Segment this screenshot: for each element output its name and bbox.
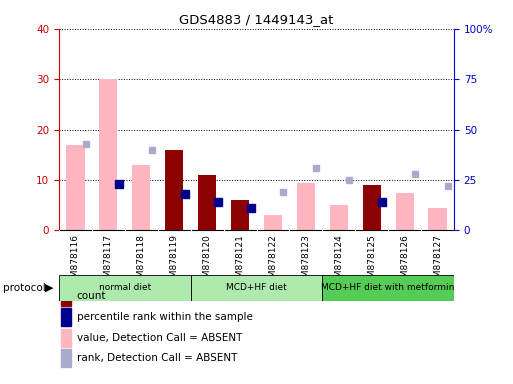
Text: rank, Detection Call = ABSENT: rank, Detection Call = ABSENT — [77, 353, 237, 363]
Bar — [61, 329, 71, 347]
Text: GSM878120: GSM878120 — [203, 234, 212, 289]
Bar — [198, 175, 216, 230]
Bar — [100, 79, 117, 230]
Text: GSM878126: GSM878126 — [400, 234, 409, 289]
Bar — [165, 150, 183, 230]
Text: GSM878117: GSM878117 — [104, 234, 113, 289]
Text: GSM878119: GSM878119 — [170, 234, 179, 289]
Text: protocol: protocol — [3, 283, 45, 293]
Text: GSM878127: GSM878127 — [433, 234, 442, 289]
Text: MCD+HF diet with metformin: MCD+HF diet with metformin — [322, 283, 455, 293]
Text: GSM878123: GSM878123 — [301, 234, 310, 289]
Bar — [363, 185, 381, 230]
Text: percentile rank within the sample: percentile rank within the sample — [77, 312, 252, 322]
Bar — [330, 205, 348, 230]
Text: value, Detection Call = ABSENT: value, Detection Call = ABSENT — [77, 333, 242, 343]
Text: GSM878121: GSM878121 — [235, 234, 245, 289]
Text: GSM878125: GSM878125 — [367, 234, 376, 289]
Bar — [264, 215, 282, 230]
Text: GSM878124: GSM878124 — [334, 234, 343, 289]
Text: count: count — [77, 291, 106, 301]
Text: ▶: ▶ — [45, 283, 54, 293]
Bar — [428, 208, 447, 230]
Text: GSM878118: GSM878118 — [137, 234, 146, 289]
Bar — [66, 145, 85, 230]
Text: MCD+HF diet: MCD+HF diet — [226, 283, 287, 293]
Text: GSM878116: GSM878116 — [71, 234, 80, 289]
Bar — [132, 165, 150, 230]
Bar — [191, 275, 322, 301]
Text: GSM878122: GSM878122 — [268, 234, 278, 289]
Bar — [61, 349, 71, 367]
Bar — [396, 193, 413, 230]
Bar — [61, 287, 71, 306]
Text: GDS4883 / 1449143_at: GDS4883 / 1449143_at — [180, 13, 333, 26]
Bar — [59, 275, 191, 301]
Text: normal diet: normal diet — [98, 283, 151, 293]
Bar — [322, 275, 454, 301]
Bar — [297, 182, 315, 230]
Bar — [61, 308, 71, 326]
Bar — [231, 200, 249, 230]
